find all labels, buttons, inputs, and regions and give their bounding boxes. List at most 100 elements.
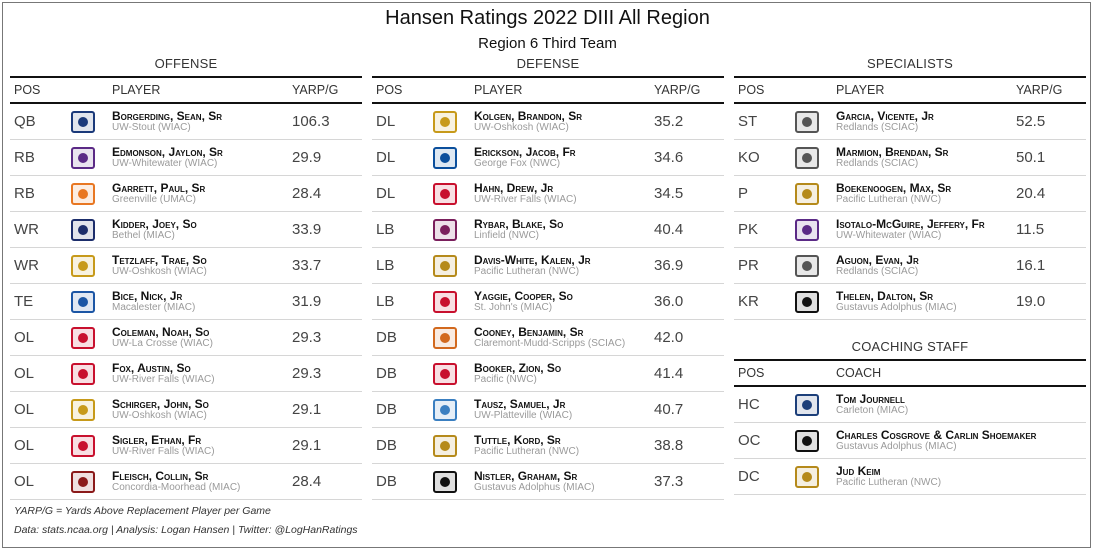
player-name: Isotalo-McGuire, Jeffery, Fr (836, 216, 985, 231)
player-name: Tetzlaff, Trae, So (112, 252, 207, 267)
logo-mark (78, 224, 88, 235)
yarp-value: 50.1 (1016, 149, 1046, 166)
logo-cell (64, 290, 102, 313)
defense-heading: DEFENSE (516, 56, 580, 71)
lutes-logo-icon (795, 465, 819, 488)
player-name: Davis-White, Kalen, Jr (474, 252, 591, 267)
player-cell: Fleisch, Collin, Sr Concordia-Moorhead (M… (102, 470, 292, 494)
defense-section: DEFENSE POS PLAYER YARP/G DL Kolgen, Bran… (372, 56, 724, 500)
position-cell: ST (738, 113, 758, 130)
logo-cell (64, 254, 102, 277)
player-team: Macalester (MIAC) (112, 301, 196, 313)
player-name: Bice, Nick, Jr (112, 288, 183, 303)
warhawk-logo-icon (71, 146, 95, 169)
logo-mark (78, 260, 88, 271)
pioneer-logo-icon (433, 398, 457, 421)
table-row: PR Aguon, Evan, Jr Redlands (SCIAC) 16.1 (734, 248, 1086, 284)
player-cell: Marmion, Brendan, Sr Redlands (SCIAC) (826, 146, 1016, 170)
table-row: OL Sigler, Ethan, Fr UW-River Falls (WIAC)… (10, 428, 362, 464)
player-name: Garrett, Paul, Sr (112, 180, 206, 195)
player-cell: Borgerding, Sean, Sr UW-Stout (WIAC) (102, 110, 292, 134)
bulldog-logo-icon (795, 110, 819, 133)
logo-mark (440, 296, 450, 307)
yarp-value: 19.0 (1016, 293, 1046, 310)
player-cell: Davis-White, Kalen, Jr Pacific Lutheran (… (464, 254, 654, 278)
page-subtitle: Region 6 Third Team (478, 35, 617, 52)
player-team: UW-Whitewater (WIAC) (112, 157, 218, 169)
yarp-value: 37.3 (654, 473, 684, 490)
player-name: Marmion, Brendan, Sr (836, 144, 949, 159)
logo-cell (426, 470, 464, 493)
yarp-value: 42.0 (654, 329, 684, 346)
player-cell: Jud Keim Pacific Lutheran (NWC) (826, 465, 1086, 489)
player-cell: Aguon, Evan, Jr Redlands (SCIAC) (826, 254, 1016, 278)
yarp-value: 29.3 (292, 329, 322, 346)
logo-cell (64, 362, 102, 385)
table-row: DB Tausz, Samuel, Jr UW-Platteville (WIAC)… (372, 392, 724, 428)
logo-cell (426, 362, 464, 385)
yarp-value: 35.2 (654, 113, 684, 130)
page-title: Hansen Ratings 2022 DIII All Region (385, 7, 710, 29)
position-cell: QB (14, 113, 36, 130)
table-row: DL Erickson, Jacob, Fr George Fox (NWC) 34.… (372, 140, 724, 176)
player-cell: Garcia, Vicente, Jr Redlands (SCIAC) (826, 110, 1016, 134)
falcon-logo-icon (433, 182, 457, 205)
offense-section: OFFENSE POS PLAYER YARP/G QB Borgerding, … (10, 56, 362, 500)
player-team: Redlands (SCIAC) (836, 157, 919, 169)
yarp-value: 52.5 (1016, 113, 1046, 130)
logo-mark (440, 116, 450, 127)
yarp-value: 33.9 (292, 221, 322, 238)
position-cell: DB (376, 437, 397, 454)
coaching-heading: COACHING STAFF (851, 339, 969, 354)
player-cell: Boekenoogen, Max, Sr Pacific Lutheran (NW… (826, 182, 1016, 206)
yarp-value: 29.1 (292, 401, 322, 418)
logo-cell (426, 182, 464, 205)
player-cell: Tausz, Samuel, Jr UW-Platteville (WIAC) (464, 398, 654, 422)
player-name: Boekenoogen, Max, Sr (836, 180, 952, 195)
lutes-logo-icon (795, 182, 819, 205)
player-cell: Sigler, Ethan, Fr UW-River Falls (WIAC) (102, 434, 292, 458)
yarp-value: 11.5 (1016, 221, 1045, 238)
logo-cell (788, 254, 826, 277)
player-team: Redlands (SCIAC) (836, 265, 919, 277)
player-cell: Kolgen, Brandon, Sr UW-Oshkosh (WIAC) (464, 110, 654, 134)
logo-mark (78, 368, 88, 379)
player-name: Erickson, Jacob, Fr (474, 144, 576, 159)
titan-logo-icon (71, 398, 95, 421)
logo-cell (788, 393, 826, 416)
logo-cell (64, 110, 102, 133)
player-cell: Tuttle, Kord, Sr Pacific Lutheran (NWC) (464, 434, 654, 458)
yarp-value: 36.9 (654, 257, 684, 274)
player-name: Hahn, Drew, Jr (474, 180, 554, 195)
warhawk-logo-icon (795, 218, 819, 241)
player-name: Tom Journell (836, 391, 905, 406)
value-header: YARP/G (1016, 83, 1063, 97)
table-row: OL Schirger, John, So UW-Oshkosh (WIAC) 29.… (10, 392, 362, 428)
table-row: DL Hahn, Drew, Jr UW-River Falls (WIAC) 34.… (372, 176, 724, 212)
logo-cell (426, 146, 464, 169)
logo-mark (78, 296, 88, 307)
logo-cell (426, 326, 464, 349)
table-row: TE Bice, Nick, Jr Macalester (MIAC) 31.9 (10, 284, 362, 320)
logo-mark (440, 152, 450, 163)
position-cell: OL (14, 473, 35, 490)
logo-mark (78, 332, 88, 343)
logo-cell (64, 182, 102, 205)
player-team: St. John's (MIAC) (474, 301, 553, 313)
logo-cell (788, 218, 826, 241)
gustie-logo-icon (433, 470, 457, 493)
player-name: Edmonson, Jaylon, Sr (112, 144, 223, 159)
position-cell: OL (14, 365, 35, 382)
knight-logo-icon (795, 393, 819, 416)
logo-mark (802, 152, 812, 163)
yarp-value: 34.5 (654, 185, 684, 202)
falcon-logo-icon (71, 434, 95, 457)
logo-mark (802, 296, 812, 307)
player-name: Charles Cosgrove & Carlin Shoemaker (836, 427, 1037, 442)
value-header: YARP/G (292, 83, 339, 97)
table-row: DL Kolgen, Brandon, Sr UW-Oshkosh (WIAC) 35… (372, 104, 724, 140)
pacific-logo-icon (433, 362, 457, 385)
position-cell: RB (14, 185, 35, 202)
specialists-column-header: POS PLAYER YARP/G (734, 76, 1086, 104)
table-row: HC Tom Journell Carleton (MIAC) (734, 387, 1086, 423)
